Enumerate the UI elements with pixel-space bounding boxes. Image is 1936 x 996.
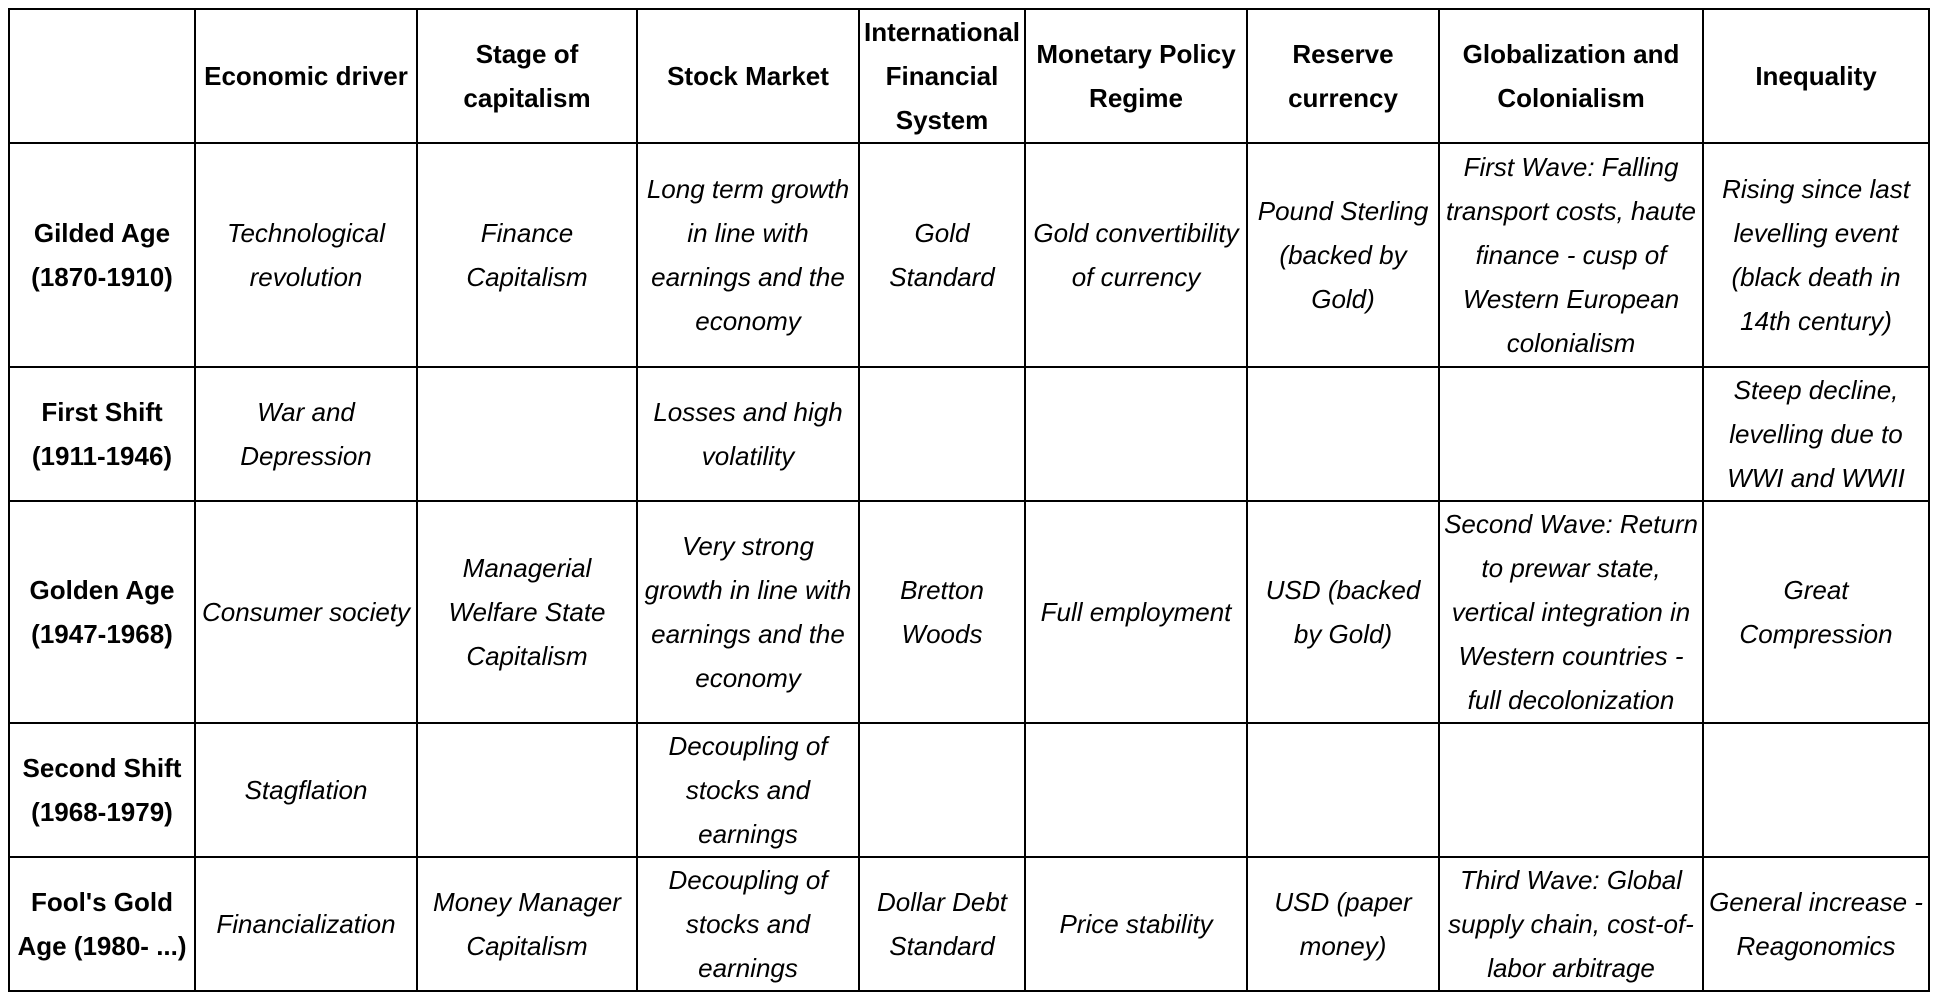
table-row-second-shift: Second Shift (1968-1979) Stagflation Dec… (8, 722, 1931, 858)
table-cell: Very strong growth in line with earnings… (636, 500, 860, 724)
table-cell: Long term growth in line with earnings a… (636, 142, 860, 368)
table-cell (1702, 722, 1931, 858)
table-cell: Dollar Debt Standard (857, 856, 1027, 992)
table-cell: Great Compression (1702, 500, 1931, 724)
table-cell: Stagflation (194, 722, 418, 858)
header-cell-inequality: Inequality (1702, 8, 1931, 144)
header-cell-stock-market: Stock Market (636, 8, 860, 144)
header-cell-globalization-and-colonialism: Globalization and Colonialism (1438, 8, 1705, 144)
table-cell: Pound Sterling (backed by Gold) (1246, 142, 1441, 368)
table-cell: Third Wave: Global supply chain, cost-of… (1438, 856, 1705, 992)
header-cell-economic-driver: Economic driver (194, 8, 418, 144)
table-row-golden-age: Golden Age (1947-1968) Consumer society … (8, 500, 1931, 724)
table-cell: Money Manager Capitalism (416, 856, 638, 992)
table-row-fools-gold-age: Fool's Gold Age (1980- ...) Financializa… (8, 856, 1931, 992)
table-cell (1024, 722, 1249, 858)
header-cell-stage-of-capitalism: Stage of capitalism (416, 8, 638, 144)
table-cell: Full employment (1024, 500, 1249, 724)
table-cell: Price stability (1024, 856, 1249, 992)
table-cell: Technological revolution (194, 142, 418, 368)
table-cell (857, 722, 1027, 858)
table-cell (1438, 722, 1705, 858)
table-cell: Consumer society (194, 500, 418, 724)
table-cell (416, 366, 638, 502)
header-cell-reserve-currency: Reserve currency (1246, 8, 1441, 144)
table-cell (857, 366, 1027, 502)
row-label-golden-age: Golden Age (1947-1968) (8, 500, 196, 724)
table-cell (1246, 366, 1441, 502)
table-row-gilded-age: Gilded Age (1870-1910) Technological rev… (8, 142, 1931, 368)
economic-eras-table: Economic driver Stage of capitalism Stoc… (8, 8, 1931, 992)
table-cell (416, 722, 638, 858)
header-row: Economic driver Stage of capitalism Stoc… (8, 8, 1931, 144)
header-cell-corner (8, 8, 196, 144)
table-cell: Decoupling of stocks and earnings (636, 856, 860, 992)
table-cell: Steep decline, levelling due to WWI and … (1702, 366, 1931, 502)
table-cell: USD (paper money) (1246, 856, 1441, 992)
row-label-fools-gold-age: Fool's Gold Age (1980- ...) (8, 856, 196, 992)
table-cell (1438, 366, 1705, 502)
row-label-gilded-age: Gilded Age (1870-1910) (8, 142, 196, 368)
table-cell: Managerial Welfare State Capitalism (416, 500, 638, 724)
table-cell: Losses and high volatility (636, 366, 860, 502)
table-cell: Financialization (194, 856, 418, 992)
header-cell-international-financial-system: International Financial System (857, 8, 1027, 144)
header-cell-monetary-policy-regime: Monetary Policy Regime (1024, 8, 1249, 144)
table-cell: USD (backed by Gold) (1246, 500, 1441, 724)
row-label-second-shift: Second Shift (1968-1979) (8, 722, 196, 858)
table-row-first-shift: First Shift (1911-1946) War and Depressi… (8, 366, 1931, 502)
table-cell: Second Wave: Return to prewar state, ver… (1438, 500, 1705, 724)
table-cell (1024, 366, 1249, 502)
table-cell: Decoupling of stocks and earnings (636, 722, 860, 858)
table-cell: Gold Standard (857, 142, 1027, 368)
table-cell: First Wave: Falling transport costs, hau… (1438, 142, 1705, 368)
table-cell: General increase - Reagonomics (1702, 856, 1931, 992)
table-cell (1246, 722, 1441, 858)
table-cell: Rising since last levelling event (black… (1702, 142, 1931, 368)
row-label-first-shift: First Shift (1911-1946) (8, 366, 196, 502)
table-cell: Finance Capitalism (416, 142, 638, 368)
table-cell: Bretton Woods (857, 500, 1027, 724)
table-container: Economic driver Stage of capitalism Stoc… (8, 8, 1931, 992)
table-cell: Gold convertibility of currency (1024, 142, 1249, 368)
table-cell: War and Depression (194, 366, 418, 502)
